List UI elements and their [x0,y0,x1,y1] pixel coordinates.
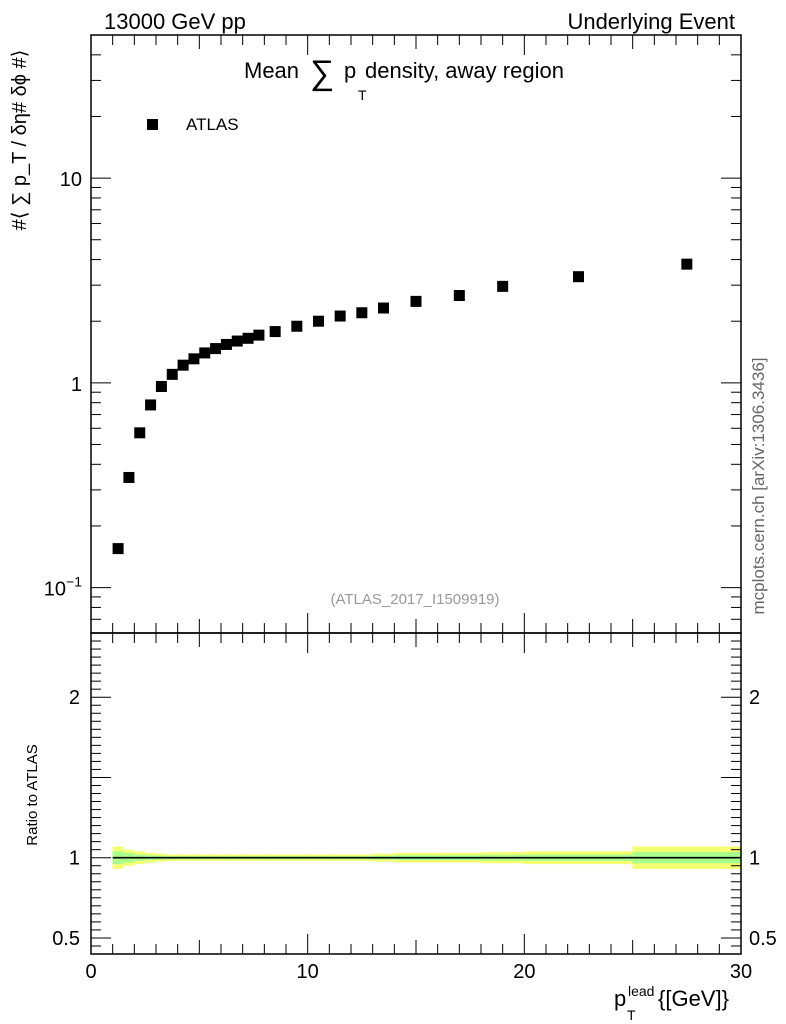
title-prefix: Mean [244,58,299,83]
ratio-axis-ticks: 0.5 0.5 1 1 2 2 [52,632,777,955]
plot-title: Mean ∑ p T density, away region [244,54,564,103]
x-label-p: p [614,986,626,1011]
ratio-tick-label-left: 1 [69,848,80,870]
data-point [210,343,222,355]
data-point [112,543,124,555]
ratio-tick-label-right: 2 [749,687,760,709]
data-point [356,307,368,319]
legend-label: ATLAS [186,115,239,134]
title-p: p [344,58,356,83]
data-point [378,302,389,314]
ratio-tick-label-left: 2 [69,687,80,709]
ratio-tick-label-right: 0.5 [749,928,777,950]
data-point [291,320,303,332]
y-tick-label: 10−1 [44,574,82,601]
title-suffix: density, away region [365,58,564,83]
data-point [231,335,243,347]
y-tick-label: 10 [60,169,82,191]
header-right: Underlying Event [567,9,735,34]
data-point [199,347,211,359]
main-axis-ticks: 10−1 1 10 [44,34,741,634]
data-point [166,368,178,380]
y-tick-label: 1 [71,374,82,396]
x-label-sup: lead [628,983,654,999]
data-point [155,380,167,392]
data-point [177,359,189,371]
data-point [497,280,509,292]
x-axis-label: p lead T {[GeV]} [614,983,729,1023]
ratio-plot-frame [90,632,742,955]
data-point [681,258,693,270]
data-point [313,315,324,327]
data-point [123,471,135,483]
data-point [334,310,346,322]
x-tick-label: 20 [513,961,535,983]
legend: ATLAS [147,115,239,134]
data-point [134,427,146,439]
legend-marker [147,119,158,130]
header-left: 13000 GeV pp [104,9,246,34]
x-axis-ticks: 0 10 20 30 [85,35,752,983]
data-point [145,399,157,411]
x-tick-label: 10 [297,961,319,983]
watermark: mcplots.cern.ch [arXiv:1306.3436] [749,357,768,614]
data-point [220,338,232,350]
ratio-tick-label-left: 0.5 [52,928,80,950]
title-sub: T [358,87,367,103]
ratio-tick-label-right: 1 [749,848,760,870]
x-label-sub: T [627,1007,636,1023]
x-label-unit: {[GeV]} [658,986,729,1011]
data-point [410,295,422,307]
data-point [453,290,465,302]
data-point [188,353,200,365]
data-point [573,271,584,283]
svg-text:Mean: Mean [244,58,299,83]
x-tick-label: 0 [85,961,96,983]
y-axis-label-ratio: Ratio to ATLAS [24,744,41,845]
data-points [112,258,693,555]
title-sum: ∑ [310,54,334,92]
data-point [242,332,254,344]
annotation: (ATLAS_2017_I1509919) [330,591,499,608]
data-point [269,326,281,338]
y-axis-label-main: #⟨ ∑ p_T / δη# δϕ #⟩ [9,50,31,231]
data-point [253,329,265,341]
x-tick-label: 30 [730,961,752,983]
